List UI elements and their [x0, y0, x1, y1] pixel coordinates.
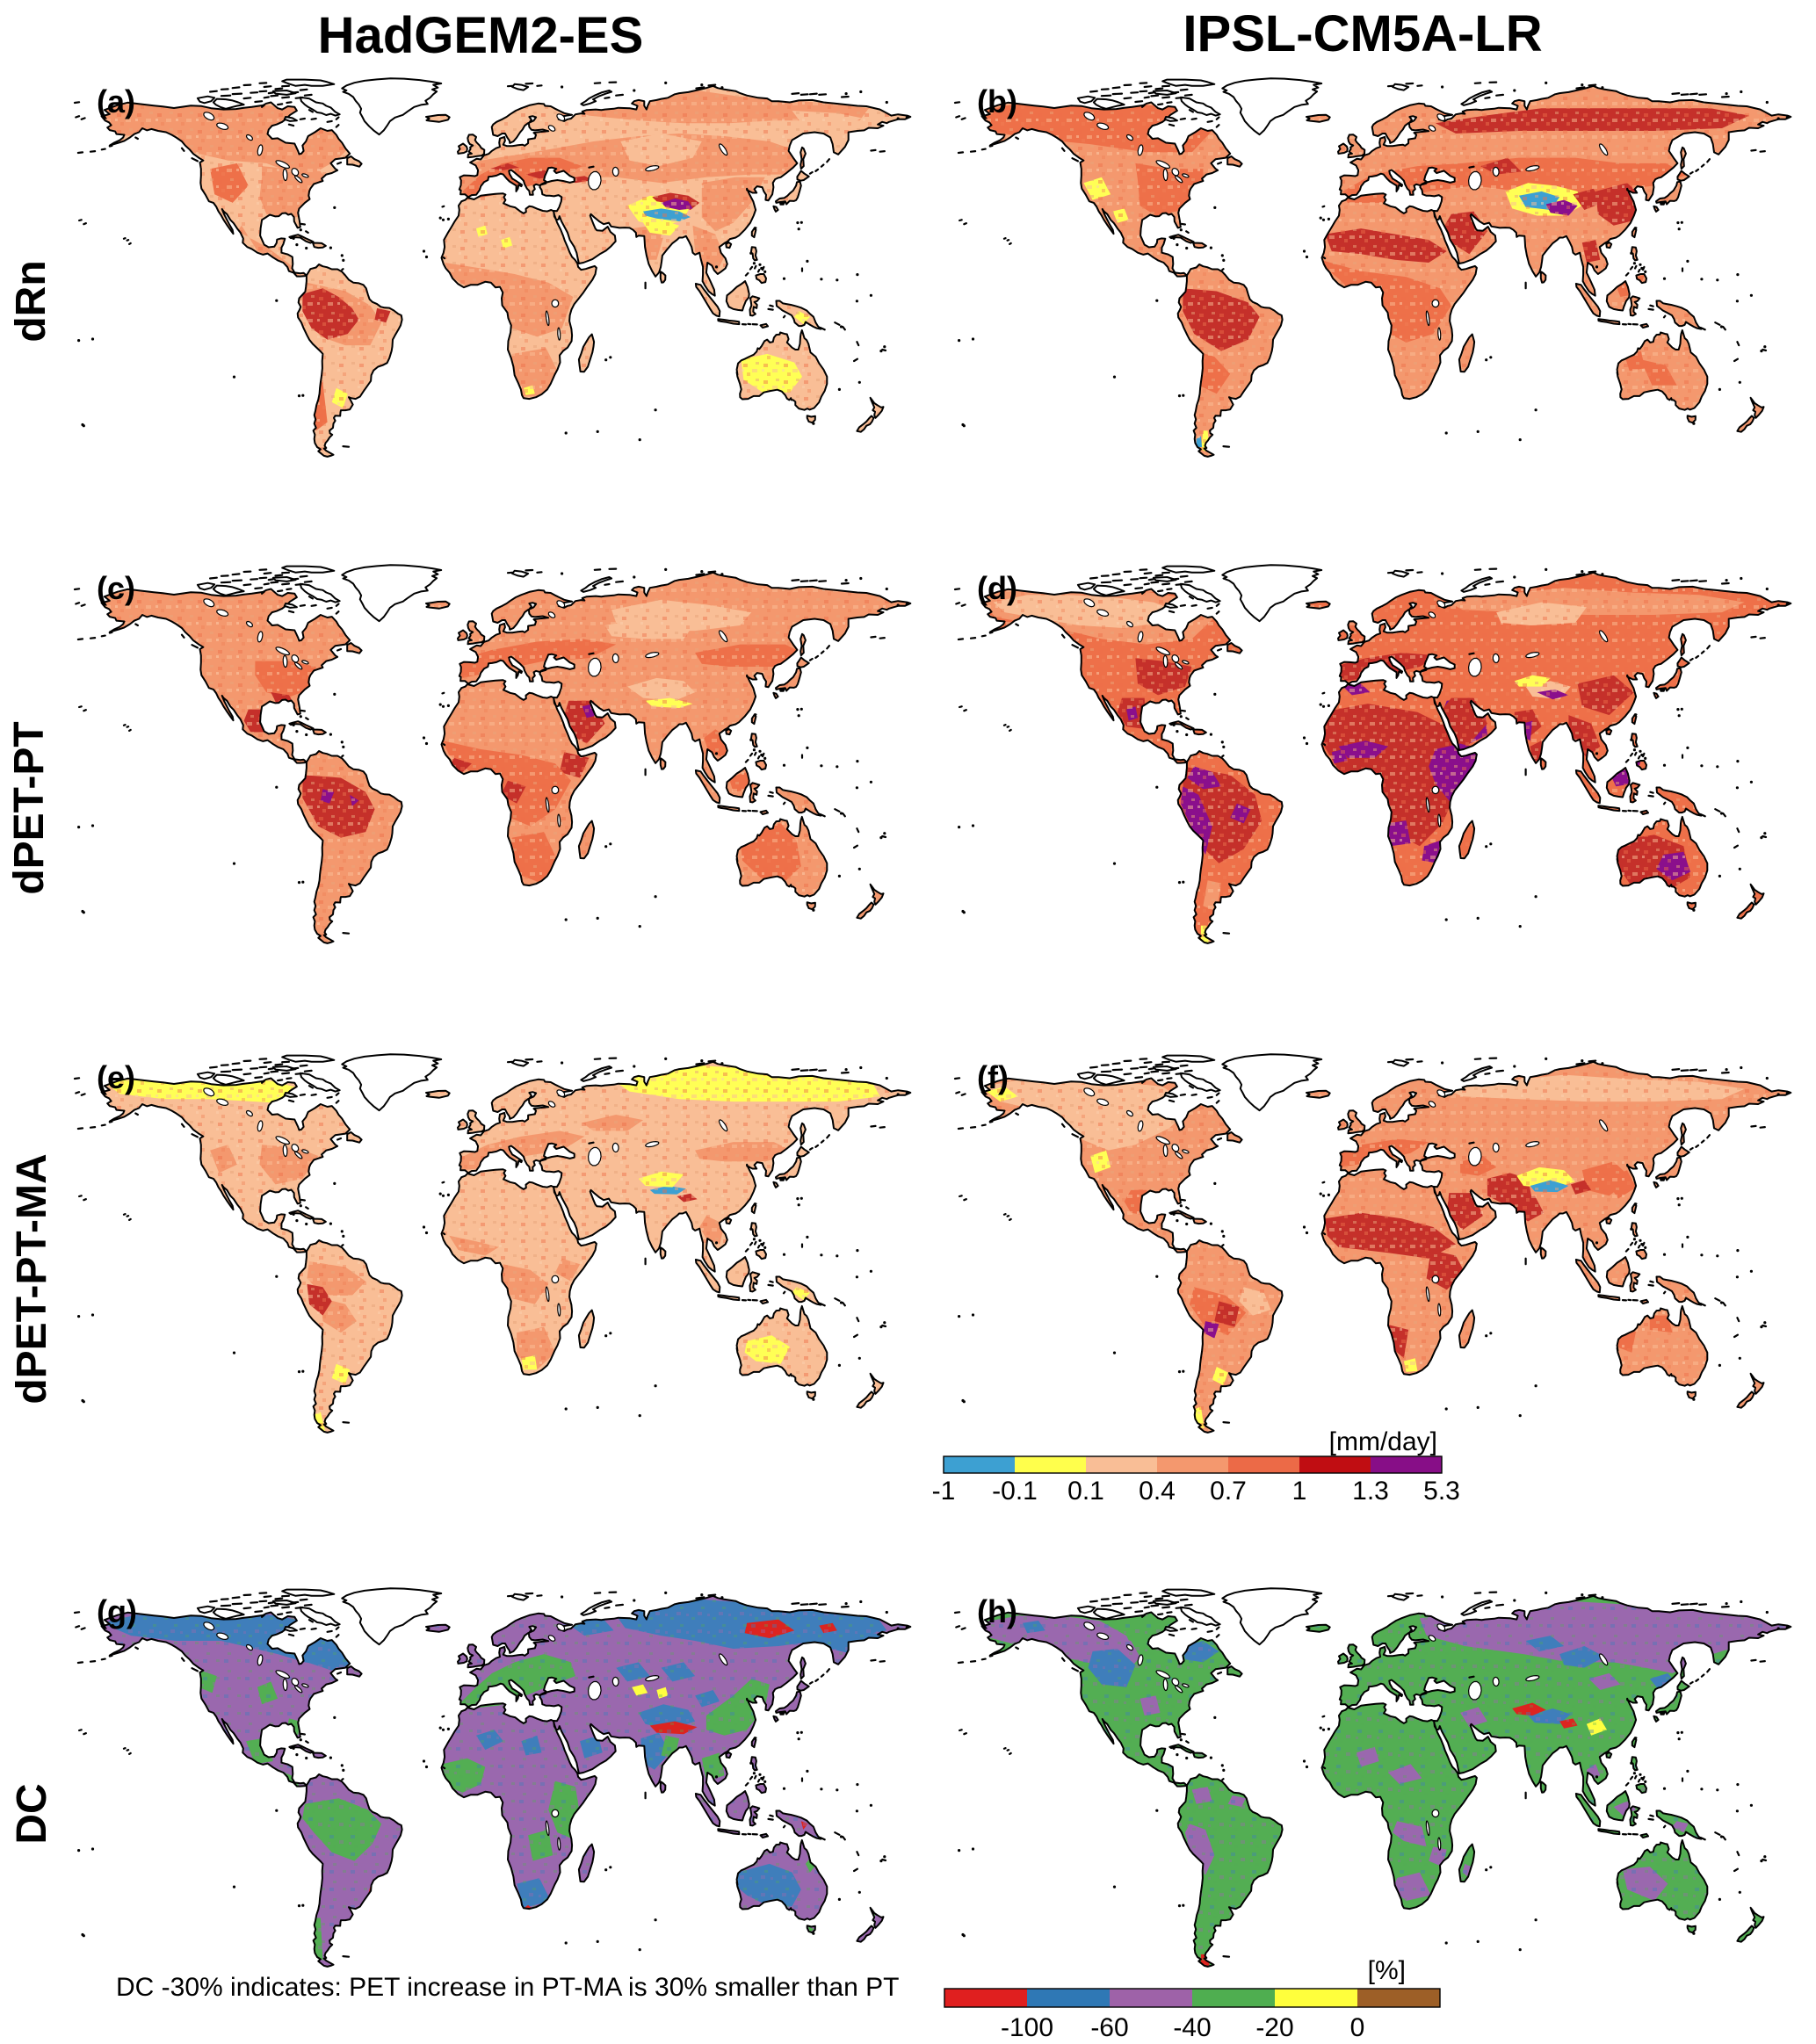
svg-text:-0.1: -0.1 — [992, 1477, 1038, 1506]
svg-text:(a): (a) — [97, 83, 135, 119]
svg-text:(e): (e) — [97, 1059, 135, 1095]
svg-text:-40: -40 — [1173, 2013, 1211, 2042]
svg-text:(d): (d) — [977, 570, 1017, 606]
svg-text:-100: -100 — [1001, 2013, 1053, 2042]
svg-text:(f): (f) — [977, 1059, 1009, 1095]
svg-text:0.4: 0.4 — [1139, 1477, 1176, 1506]
svg-text:5.3: 5.3 — [1423, 1477, 1460, 1506]
svg-text:-20: -20 — [1255, 2013, 1293, 2042]
svg-text:(c): (c) — [97, 570, 135, 606]
svg-text:(g): (g) — [97, 1593, 137, 1629]
svg-text:dPET-PT: dPET-PT — [6, 721, 53, 894]
svg-text:(h): (h) — [977, 1593, 1017, 1629]
svg-text:DC: DC — [9, 1783, 55, 1844]
svg-text:DC -30% indicates: PET increas: DC -30% indicates: PET increase in PT-MA… — [116, 1973, 899, 2002]
svg-text:1: 1 — [1292, 1477, 1307, 1506]
svg-text:1.3: 1.3 — [1352, 1477, 1389, 1506]
svg-text:dPET-PT-MA: dPET-PT-MA — [9, 1153, 55, 1404]
svg-text:HadGEM2-ES: HadGEM2-ES — [318, 7, 644, 64]
svg-text:IPSL-CM5A-LR: IPSL-CM5A-LR — [1183, 5, 1542, 62]
svg-text:[%]: [%] — [1368, 1956, 1406, 1985]
svg-text:-1: -1 — [932, 1477, 956, 1506]
svg-text:0: 0 — [1350, 2013, 1365, 2042]
svg-text:0.1: 0.1 — [1067, 1477, 1104, 1506]
svg-text:0.7: 0.7 — [1210, 1477, 1247, 1506]
svg-text:-60: -60 — [1090, 2013, 1128, 2042]
svg-text:dRn: dRn — [8, 260, 54, 342]
svg-text:[mm/day]: [mm/day] — [1329, 1427, 1437, 1456]
svg-text:(b): (b) — [977, 83, 1017, 119]
